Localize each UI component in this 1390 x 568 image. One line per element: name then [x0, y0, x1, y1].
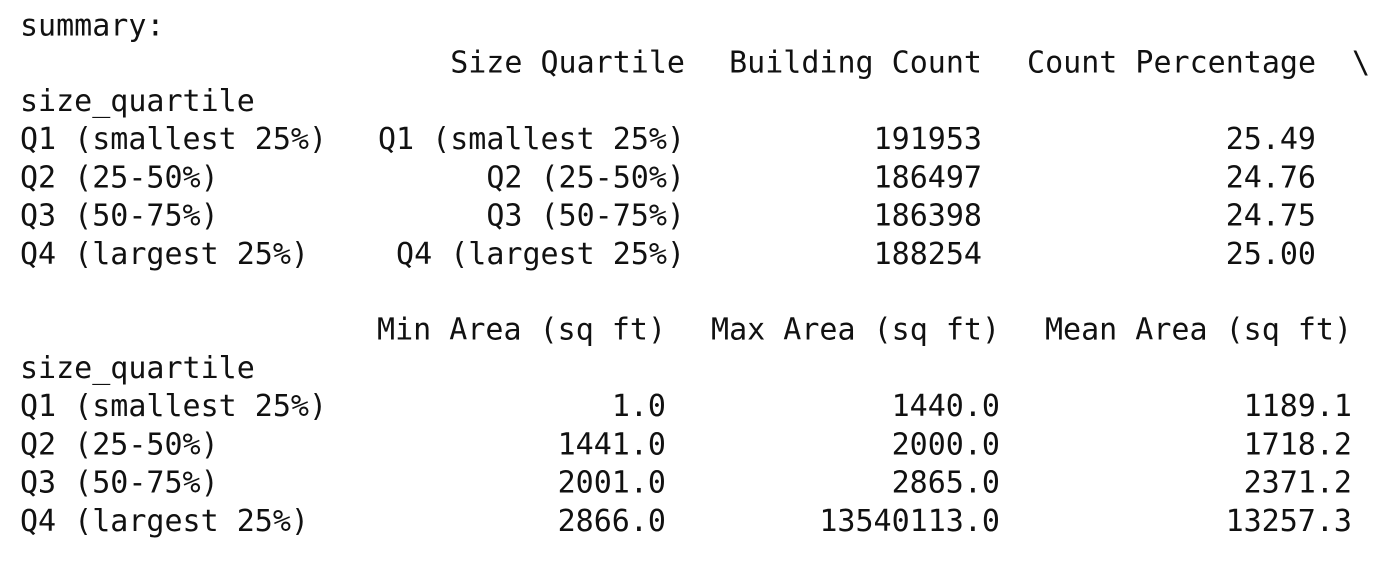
cell: 1.0: [612, 389, 666, 424]
index-name: size_quartile: [20, 351, 255, 386]
row-index: Q3 (50-75%): [20, 466, 219, 501]
row-index: Q1 (smallest 25%): [20, 389, 327, 424]
cell: Q4 (largest 25%): [396, 237, 685, 272]
cell: 186497: [874, 160, 982, 195]
row-index: Q2 (25-50%): [20, 427, 219, 462]
cell: 1441.0: [558, 427, 666, 462]
cell: 191953: [874, 122, 982, 157]
row-index: Q3 (50-75%): [20, 199, 219, 234]
cell: 1440.0: [892, 389, 1000, 424]
column-header: Building Count: [729, 46, 982, 81]
cell: 25.49: [1226, 122, 1316, 157]
cell: 2371.2: [1244, 466, 1352, 501]
cell: 2001.0: [558, 466, 666, 501]
cell: Q3 (50-75%): [486, 199, 685, 234]
cell: 13257.3: [1226, 504, 1352, 539]
row-index: Q1 (smallest 25%): [20, 122, 327, 157]
cell: 2000.0: [892, 427, 1000, 462]
column-header: Mean Area (sq ft): [1045, 313, 1352, 348]
cell: 2865.0: [892, 466, 1000, 501]
output-label: summary:: [20, 9, 165, 44]
cell: 24.76: [1226, 160, 1316, 195]
cell: 1189.1: [1244, 389, 1352, 424]
continuation-mark: \: [1352, 46, 1370, 81]
cell: 1718.2: [1244, 427, 1352, 462]
column-header: Max Area (sq ft): [711, 313, 1000, 348]
cell: 188254: [874, 237, 982, 272]
cell: 25.00: [1226, 237, 1316, 272]
column-header: Min Area (sq ft): [377, 313, 666, 348]
cell: 24.75: [1226, 199, 1316, 234]
cell: 186398: [874, 199, 982, 234]
cell: Q1 (smallest 25%): [378, 122, 685, 157]
row-index: Q4 (largest 25%): [20, 237, 309, 272]
index-name: size_quartile: [20, 84, 255, 119]
cell: 13540113.0: [819, 504, 1000, 539]
column-header: Count Percentage: [1027, 46, 1316, 81]
cell: 2866.0: [558, 504, 666, 539]
column-header: Size Quartile: [450, 46, 685, 81]
cell: Q2 (25-50%): [486, 160, 685, 195]
row-index: Q4 (largest 25%): [20, 504, 309, 539]
row-index: Q2 (25-50%): [20, 160, 219, 195]
